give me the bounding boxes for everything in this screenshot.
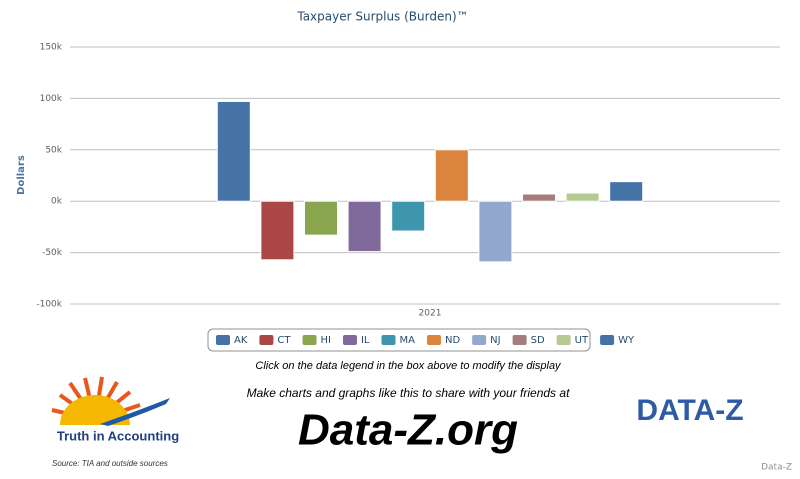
credit-text: Data-Z (761, 463, 792, 473)
source-text: Source: TIA and outside sources (52, 459, 168, 468)
legend-label[interactable]: AK (234, 335, 248, 346)
legend-swatch[interactable] (512, 335, 527, 345)
legend-box (207, 328, 591, 352)
legend-swatch[interactable] (426, 335, 441, 345)
bar (260, 200, 295, 261)
right-logo: DATA-Z (636, 394, 743, 427)
bar (609, 181, 644, 202)
legend: AK CT HI IL MA ND NJ SD UT WY (216, 335, 635, 346)
bar (565, 192, 600, 202)
y-tick-label: -50k (42, 248, 63, 258)
legend-swatch[interactable] (556, 335, 571, 345)
promo-text: Make charts and graphs like this to shar… (247, 386, 570, 400)
legend-swatch[interactable] (216, 335, 230, 345)
y-tick-label: -100k (36, 300, 62, 310)
x-tick-label: 2021 (419, 309, 442, 319)
legend-swatch[interactable] (259, 335, 274, 345)
legend-swatch[interactable] (381, 335, 396, 345)
legend-label[interactable]: CT (277, 335, 291, 346)
bar (347, 200, 382, 253)
site-name: Data-Z.org (298, 406, 518, 455)
legend-label[interactable]: IL (361, 335, 370, 346)
y-tick-label: 100k (40, 94, 63, 104)
hint-text: Click on the data legend in the box abov… (255, 360, 562, 372)
legend-swatch[interactable] (342, 335, 357, 345)
legend-label[interactable]: UT (575, 335, 589, 346)
legend-label[interactable]: NJ (490, 335, 500, 346)
legend-label[interactable]: MA (400, 335, 416, 346)
legend-swatch[interactable] (472, 335, 487, 345)
y-tick-label: 150k (40, 43, 63, 53)
legend-label[interactable]: WY (618, 335, 635, 346)
bar (478, 200, 513, 263)
bar (304, 200, 338, 236)
legend-swatch[interactable] (600, 335, 615, 345)
left-logo: Truth in Accounting (57, 428, 179, 443)
legend-label[interactable]: HI (321, 335, 331, 346)
y-tick-label: 50k (45, 145, 62, 155)
chart-title: Taxpayer Surplus (Burden)™ (296, 10, 468, 24)
legend-label[interactable]: ND (445, 335, 460, 346)
bar (216, 100, 251, 202)
bar (434, 149, 469, 202)
y-tick-label: 0k (51, 197, 63, 207)
legend-label[interactable]: SD (531, 335, 545, 346)
bar (391, 200, 426, 232)
sun-logo (51, 376, 170, 426)
y-axis-label: Dollars (16, 155, 27, 195)
bar (522, 193, 556, 202)
legend-swatch[interactable] (302, 335, 317, 345)
